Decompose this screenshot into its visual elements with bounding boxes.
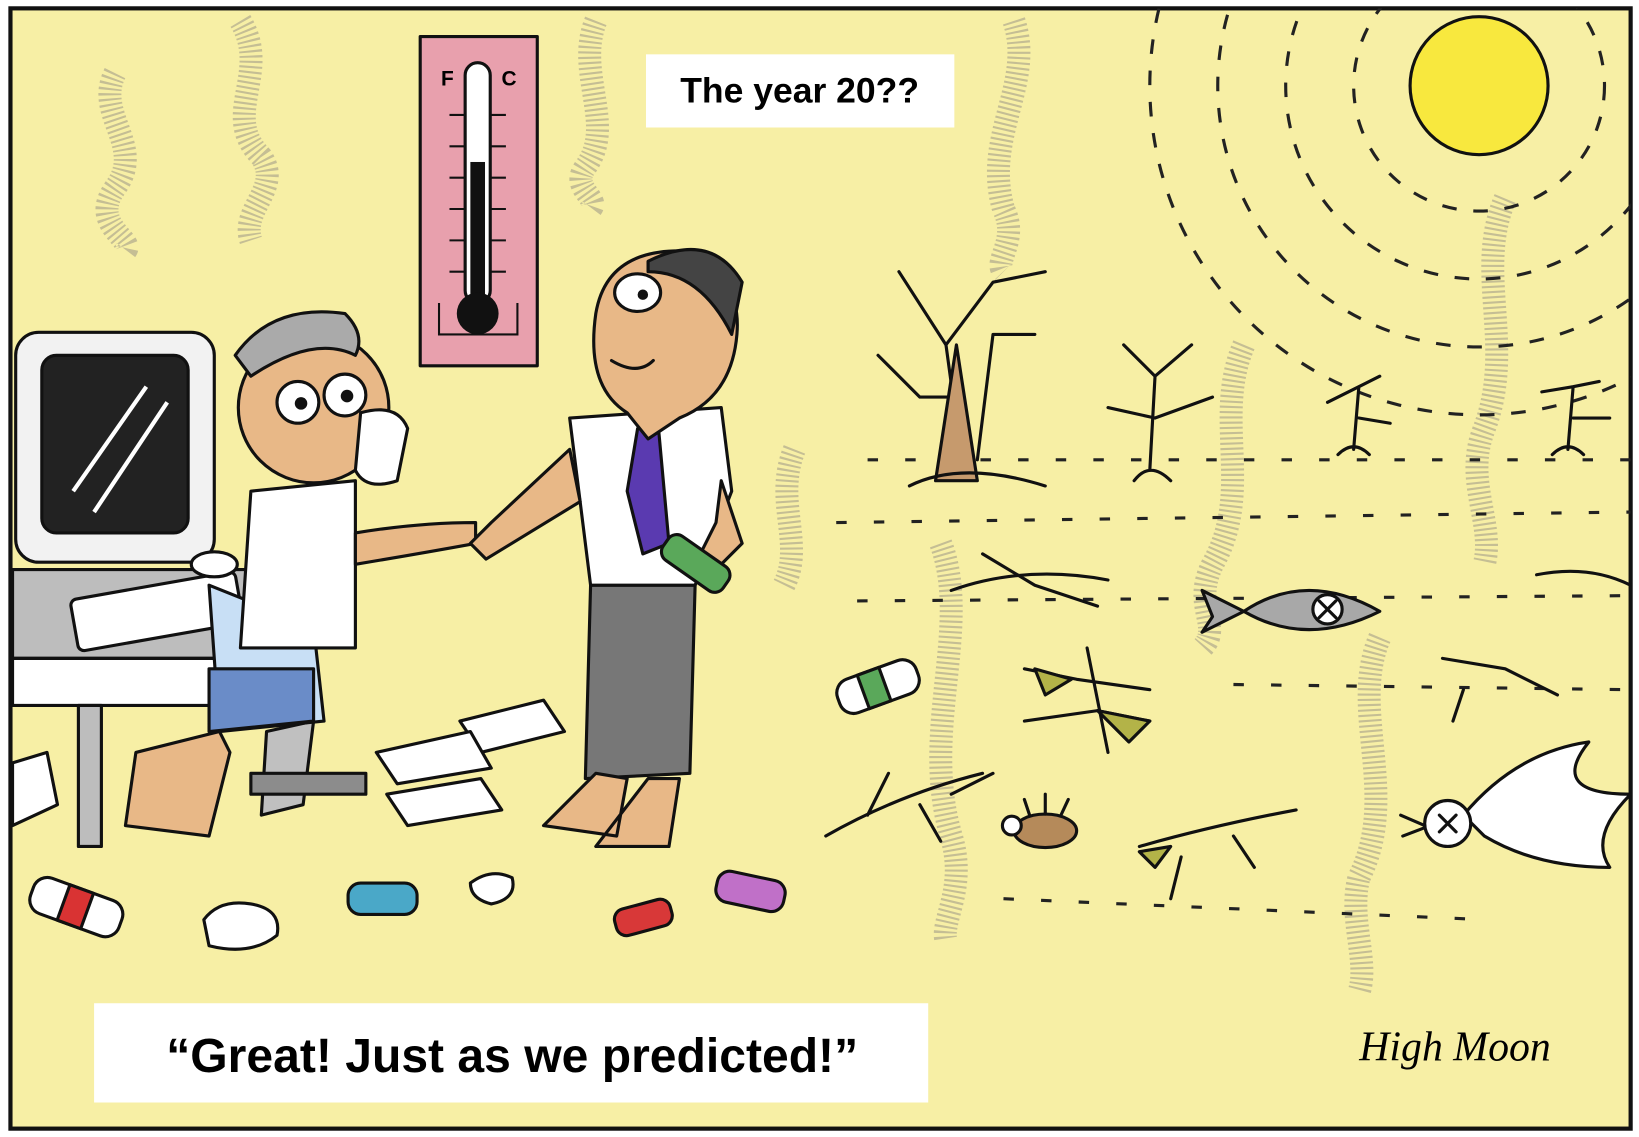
sun: [1410, 17, 1548, 155]
thermometer-scale-label: F: [441, 68, 454, 91]
year-label: The year 20??: [680, 70, 919, 110]
page: {"label": "The year 20??", "thermometer"…: [0, 0, 1639, 1137]
thermometer: F C: [420, 37, 537, 366]
signature: High Moon: [1358, 1025, 1551, 1071]
thermometer-scale-label: C: [502, 68, 517, 91]
cartoon: F C The year 20?? “Great! Just as we pre…: [0, 0, 1639, 1137]
caption: “Great! Just as we predicted!”: [166, 1029, 858, 1083]
